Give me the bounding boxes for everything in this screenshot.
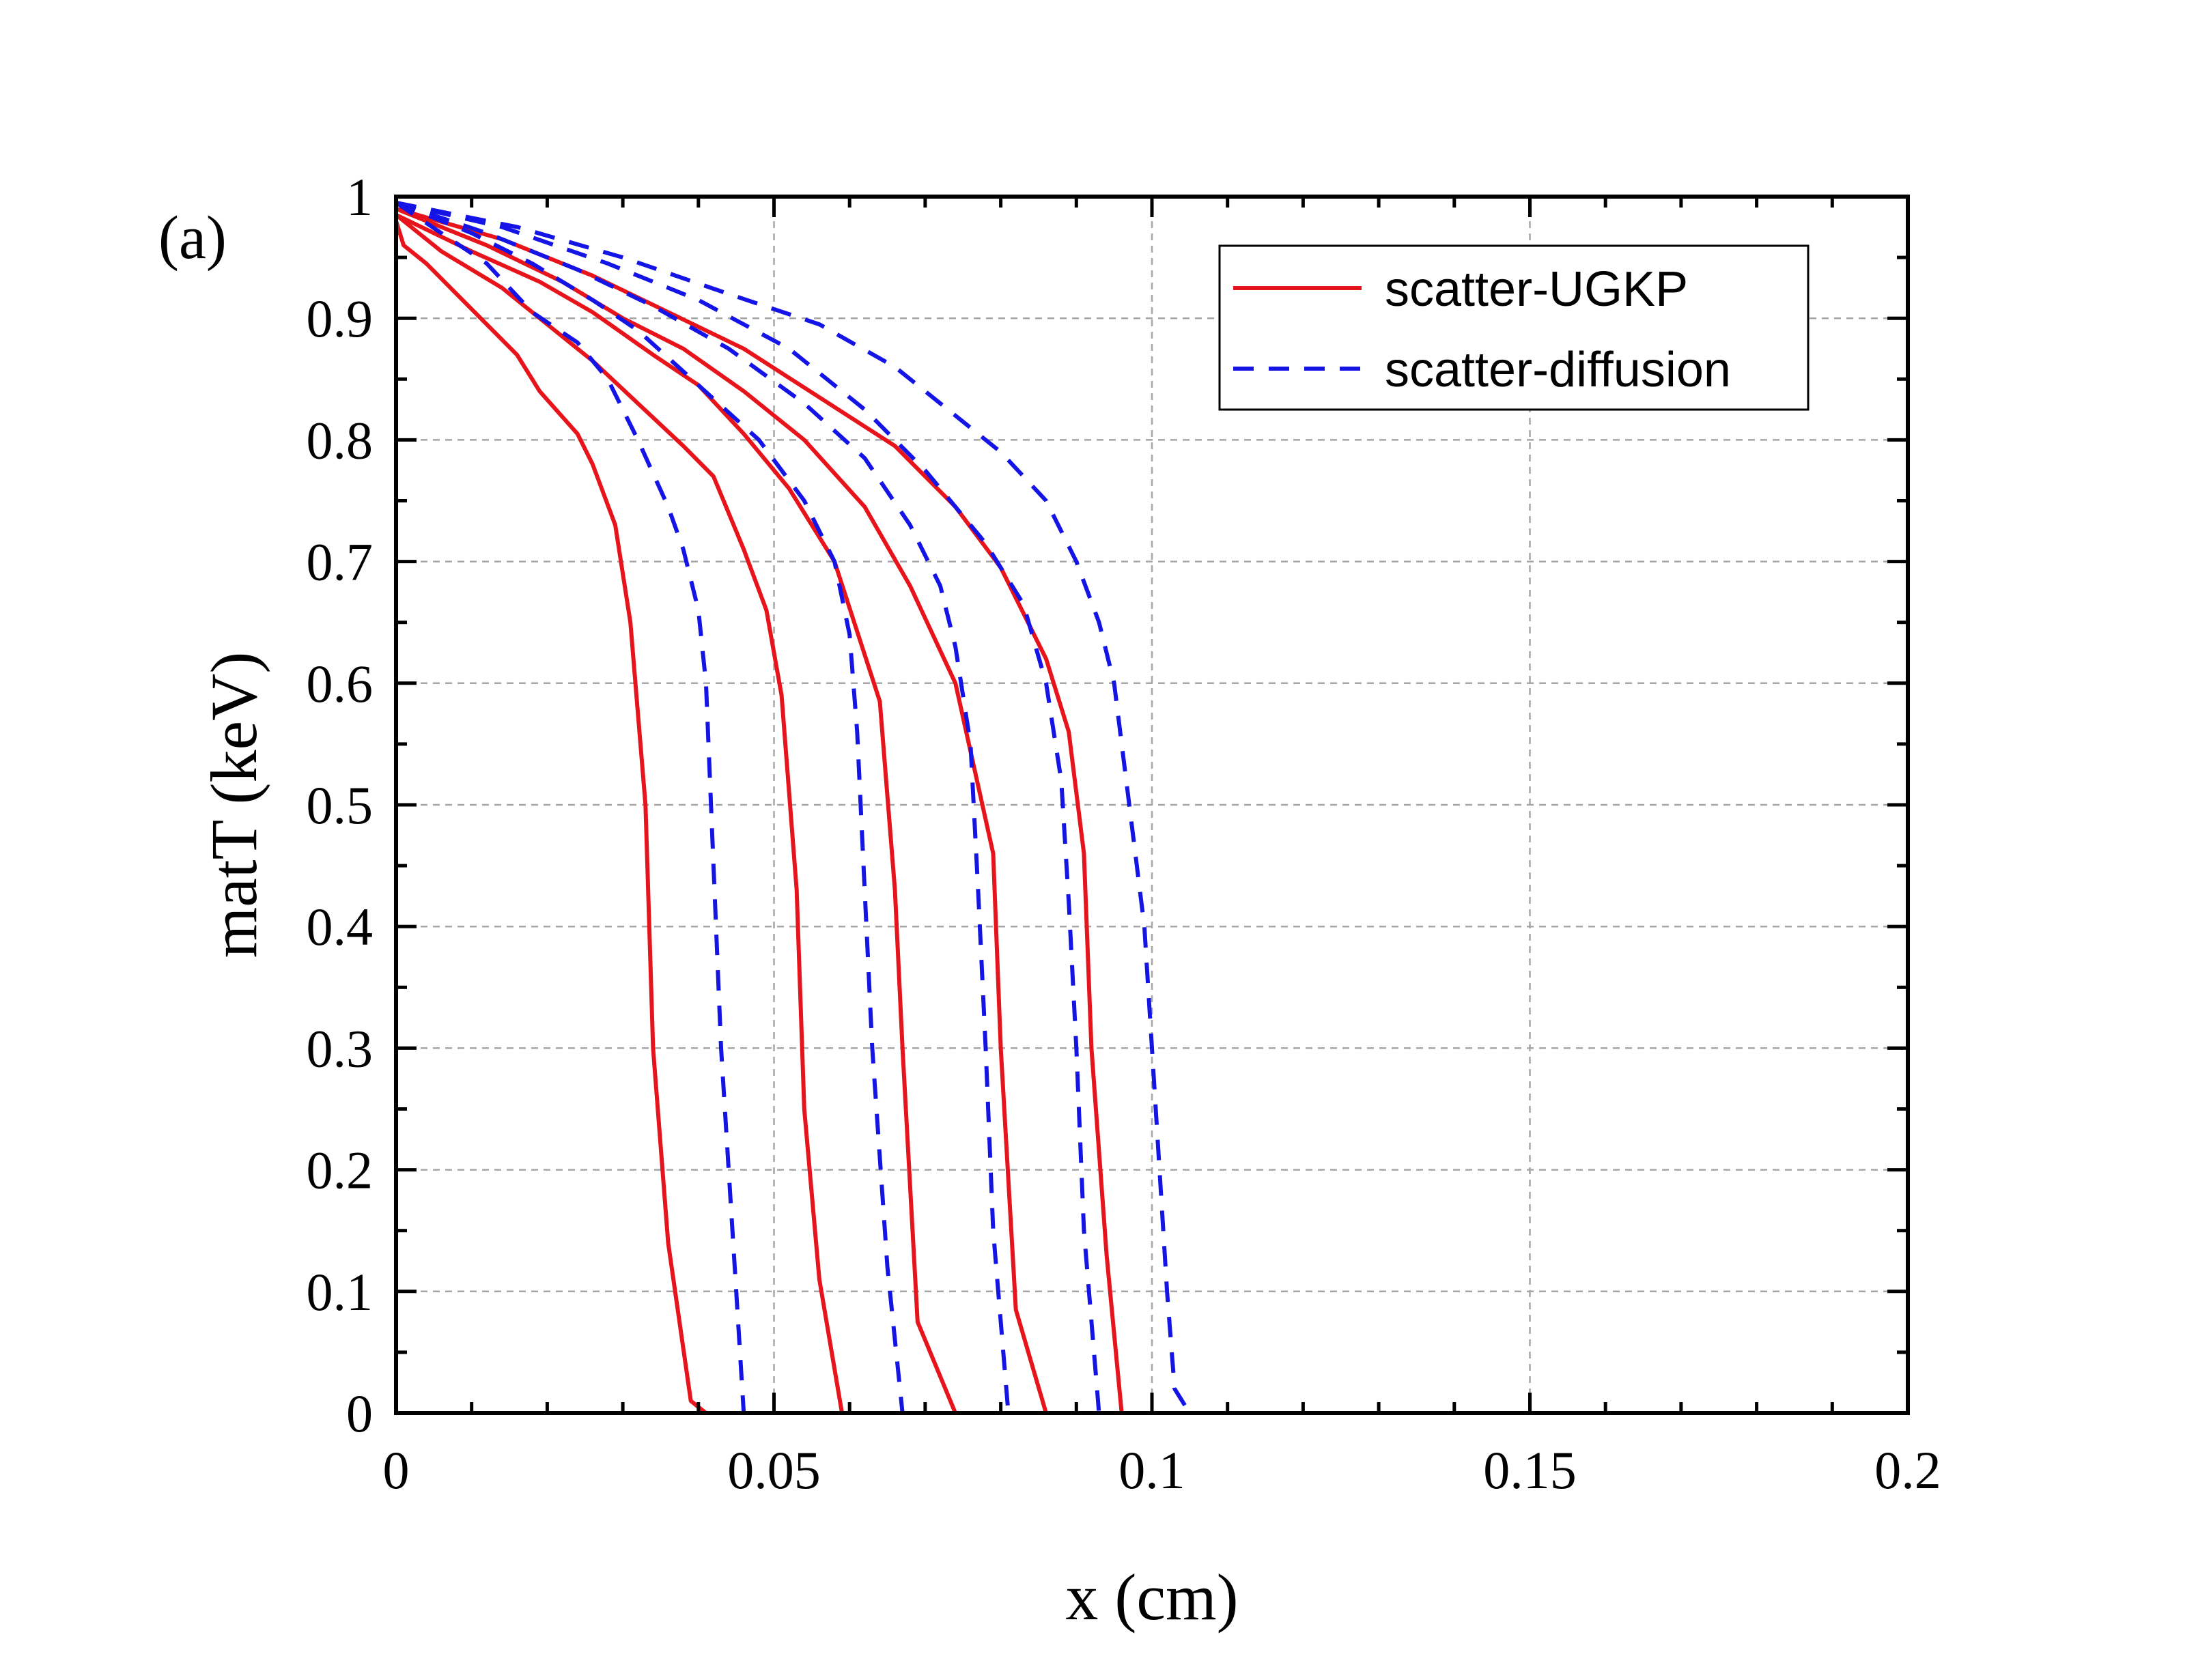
x-tick-label: 0.2 [1874, 1440, 1941, 1500]
x-tick-label: 0 [383, 1440, 410, 1500]
y-tick-label: 0 [346, 1384, 373, 1443]
diffusion-line-6 [395, 201, 1908, 1415]
ugkp-line-2 [395, 212, 1908, 1415]
legend-label-ugkp: scatter-UGKP [1385, 262, 1688, 317]
x-tick-labels: 0 0.05 0.1 0.15 0.2 [383, 1440, 1941, 1500]
y-tick-label: 0.9 [307, 289, 374, 348]
y-tick-label: 0.8 [307, 410, 374, 470]
y-tick-label: 1 [346, 167, 373, 227]
legend: scatter-UGKP scatter-diffusion [1218, 244, 1810, 411]
legend-label-diffusion: scatter-diffusion [1385, 343, 1731, 397]
ticks [394, 195, 1910, 1415]
y-tick-label: 0.7 [307, 532, 374, 592]
diffusion-line-9 [395, 200, 1908, 1415]
series-group [394, 200, 1908, 1415]
y-axis-title: matT (keV) [197, 652, 270, 958]
y-tick-label: 0.1 [307, 1262, 374, 1322]
legend-box [1218, 244, 1810, 411]
y-tick-label: 0.4 [307, 897, 374, 956]
y-tick-label: 0.5 [307, 775, 374, 835]
y-tick-label: 0.6 [307, 654, 374, 713]
panel-label: (a) [158, 204, 227, 272]
ugkp-line-1 [395, 213, 1908, 1415]
ugkp-line-0 [394, 220, 1908, 1415]
y-tick-label: 0.3 [307, 1019, 374, 1078]
x-axis-title: x (cm) [1065, 1561, 1238, 1634]
x-tick-label: 0.1 [1118, 1440, 1185, 1500]
x-tick-label: 0.15 [1483, 1440, 1577, 1500]
diffusion-line-7 [395, 201, 1908, 1415]
x-tick-label: 0.05 [727, 1440, 821, 1500]
y-tick-labels: 0 0.1 0.2 0.3 0.4 0.5 0.6 0.7 0.8 0.9 1 [307, 167, 374, 1443]
ugkp-line-3 [395, 207, 1908, 1415]
diffusion-line-5 [395, 201, 1908, 1415]
y-tick-label: 0.2 [307, 1141, 374, 1200]
